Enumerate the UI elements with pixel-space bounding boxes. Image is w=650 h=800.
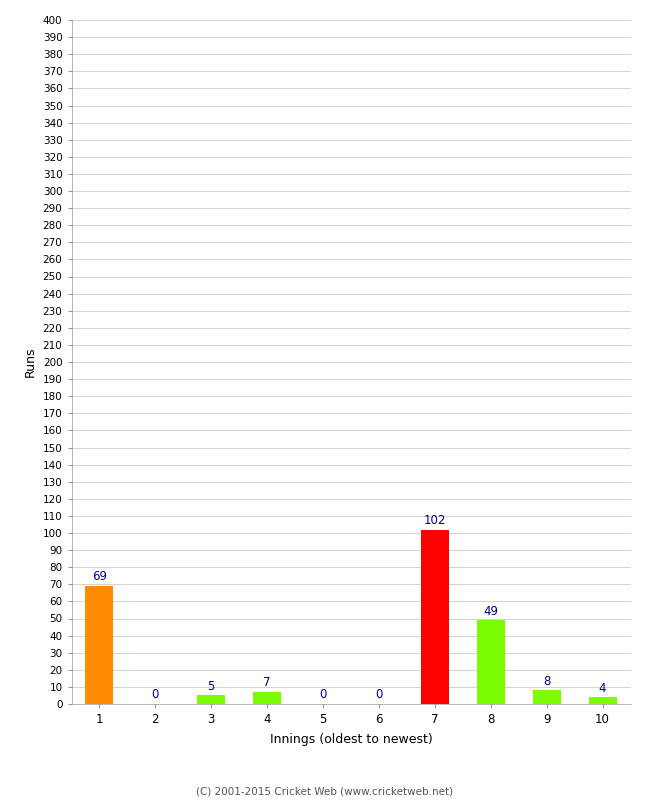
Bar [254, 692, 281, 704]
Text: 4: 4 [599, 682, 606, 694]
Text: 7: 7 [263, 677, 271, 690]
Bar [198, 695, 226, 704]
Text: 0: 0 [151, 689, 159, 702]
Text: (C) 2001-2015 Cricket Web (www.cricketweb.net): (C) 2001-2015 Cricket Web (www.cricketwe… [196, 786, 454, 796]
Bar [589, 697, 617, 704]
Text: 8: 8 [543, 674, 551, 688]
Text: 0: 0 [319, 689, 327, 702]
Text: 69: 69 [92, 570, 107, 583]
Bar [85, 586, 113, 704]
Text: 0: 0 [375, 689, 383, 702]
Text: 5: 5 [207, 680, 215, 693]
Bar [533, 690, 561, 704]
Y-axis label: Runs: Runs [24, 346, 37, 378]
Bar [421, 530, 448, 704]
X-axis label: Innings (oldest to newest): Innings (oldest to newest) [270, 733, 432, 746]
Text: 102: 102 [424, 514, 446, 527]
Text: 49: 49 [483, 605, 499, 618]
Bar [477, 620, 505, 704]
